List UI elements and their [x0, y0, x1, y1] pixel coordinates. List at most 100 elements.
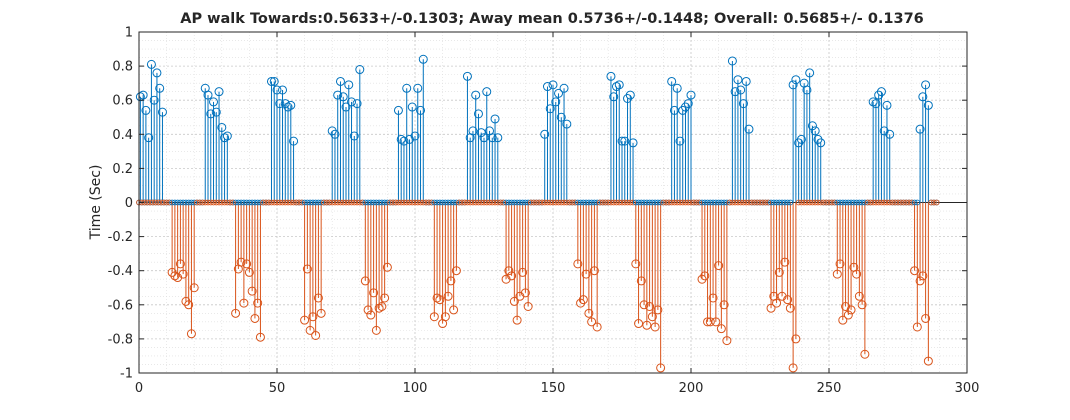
y-tick-label: 0.2 [112, 162, 133, 177]
zero-marker-away [221, 199, 228, 206]
stem-marker [921, 80, 931, 90]
zero-marker-away [566, 199, 573, 206]
stem-marker [628, 138, 638, 148]
zero-marker-away [757, 199, 763, 206]
zero-marker-away [152, 199, 159, 206]
zero-marker-away [428, 199, 435, 206]
zero-marker-towards [169, 199, 175, 206]
zero-marker-away [395, 199, 402, 206]
zero-marker-towards [367, 199, 374, 206]
zero-marker-towards [845, 199, 852, 206]
stem-marker [338, 92, 348, 102]
zero-marker-away [690, 199, 697, 206]
stem-marker [727, 56, 737, 66]
stem-marker [744, 124, 754, 134]
zero-marker-away [933, 199, 940, 206]
stem-marker [631, 259, 641, 269]
stem-marker [581, 269, 591, 279]
zero-marker-away [345, 199, 352, 206]
zero-marker-towards [381, 199, 388, 206]
stem-marker [283, 102, 293, 112]
zero-marker-towards [304, 199, 311, 206]
zero-marker-away [155, 199, 162, 206]
zero-marker-away [897, 199, 904, 206]
stem-marker [592, 322, 602, 332]
zero-marker-away [470, 199, 476, 206]
stem-marker [722, 336, 732, 346]
zero-marker-towards [315, 199, 322, 206]
zero-marker-towards [174, 199, 181, 206]
zero-marker-towards [588, 199, 595, 206]
stem-marker [741, 76, 751, 86]
zero-marker-away [332, 199, 338, 206]
zero-marker-away [873, 199, 879, 206]
zero-marker-towards [839, 199, 846, 206]
zero-marker-towards [837, 199, 843, 206]
stem-marker [587, 317, 597, 327]
zero-marker-away [884, 199, 890, 206]
zero-marker-away [486, 199, 493, 206]
zero-marker-away [478, 199, 485, 206]
zero-marker-away [828, 199, 835, 206]
zero-marker-towards [643, 199, 650, 206]
zero-marker-towards [781, 199, 788, 206]
zero-marker-away [392, 199, 399, 206]
stem-marker [540, 129, 550, 139]
zero-marker-away [351, 199, 358, 206]
stem-marker [217, 122, 227, 132]
stem-marker [796, 134, 806, 144]
zero-marker-towards [450, 199, 457, 206]
zero-marker-towards [577, 199, 584, 206]
stem-marker [780, 257, 790, 267]
stem-marker [473, 109, 483, 119]
stem-marker [915, 276, 925, 286]
zero-marker-away [674, 199, 681, 206]
y-tick-label: 1 [125, 26, 133, 41]
zero-marker-towards [859, 199, 865, 206]
stem-marker [518, 267, 528, 277]
zero-marker-towards [508, 199, 515, 206]
stem-marker [835, 259, 845, 269]
stem-marker [542, 82, 552, 92]
zero-marker-away [820, 199, 827, 206]
stem-marker [203, 90, 213, 100]
stem-marker [589, 266, 599, 276]
axis-ticks: 0 50 100 150 200 250 300 1 0.8 0.6 0.4 0.2 0 -0.2 -0.4… [108, 26, 980, 397]
zero-marker-towards [180, 199, 187, 206]
stem-marker [642, 320, 652, 330]
zero-marker-away [263, 199, 269, 206]
zero-marker-away [539, 199, 545, 206]
stem-marker [266, 76, 276, 86]
zero-marker-towards [862, 199, 868, 206]
stem-marker [736, 85, 746, 95]
stem-marker [523, 302, 533, 312]
zero-marker-away [202, 199, 209, 206]
stem-marker [868, 97, 878, 107]
zero-marker-towards [848, 199, 854, 206]
zero-marker-towards [856, 199, 863, 206]
zero-marker-away [414, 199, 421, 206]
stem-marker [255, 332, 265, 342]
zero-marker-towards [834, 199, 841, 206]
zero-marker-away [500, 199, 507, 206]
zero-marker-away [815, 199, 821, 206]
zero-marker-towards [712, 199, 719, 206]
stem-marker [311, 330, 321, 340]
stem-marker [418, 54, 428, 64]
zero-marker-away [660, 199, 667, 206]
y-tick-label: 0.4 [112, 128, 133, 143]
zero-marker-away [895, 199, 901, 206]
stem-marker [716, 324, 726, 334]
stem-marker [413, 83, 423, 93]
stem-marker [366, 310, 376, 320]
zero-marker-away [420, 199, 427, 206]
stem-marker [244, 267, 254, 277]
zero-marker-away [867, 199, 874, 206]
zero-marker-towards [318, 199, 325, 206]
zero-marker-towards [580, 199, 587, 206]
zero-marker-away [160, 199, 167, 206]
zero-marker-towards [517, 199, 523, 206]
stem-marker [211, 107, 221, 117]
zero-marker-away [459, 199, 465, 206]
zero-marker-towards [365, 199, 371, 206]
